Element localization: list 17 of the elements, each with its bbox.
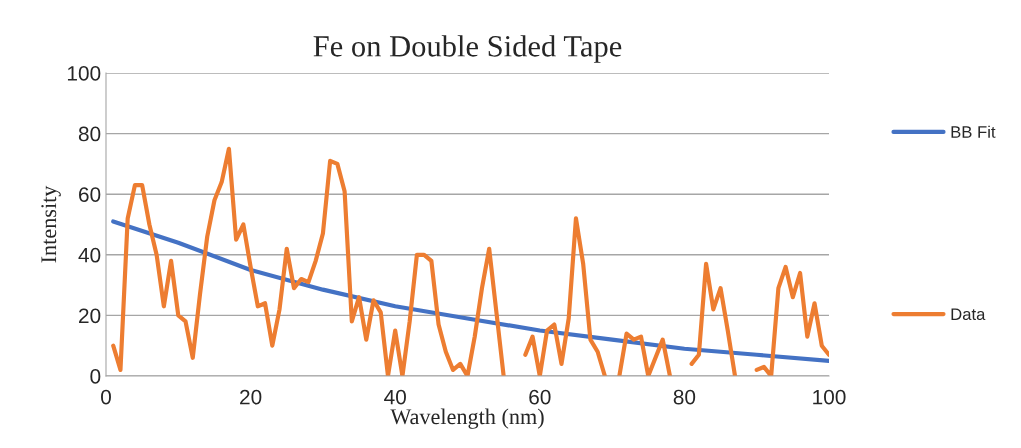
y-tick-label: 60 [79,187,101,202]
legend-label: BB Fit [951,125,996,138]
y-tick-label: 100 [67,66,101,81]
y-tick-label: 0 [90,369,101,384]
y-axis-title: Intensity [41,185,61,263]
x-tick-label: 100 [813,389,846,405]
x-tick-label: 20 [240,389,262,405]
y-tick-label: 20 [79,308,101,324]
y-tick-label: 80 [78,126,101,142]
legend-label: Data [951,308,986,321]
x-axis-title: Wavelength (nm) [390,408,544,429]
chart-title: Fe on Double Sided Tape [313,35,622,63]
x-tick-label: 0 [101,389,111,405]
x-tick-label: 60 [529,389,551,405]
x-tick-label: 40 [384,389,406,405]
y-tick-label: 40 [78,247,101,263]
x-tick-label: 80 [673,389,696,405]
